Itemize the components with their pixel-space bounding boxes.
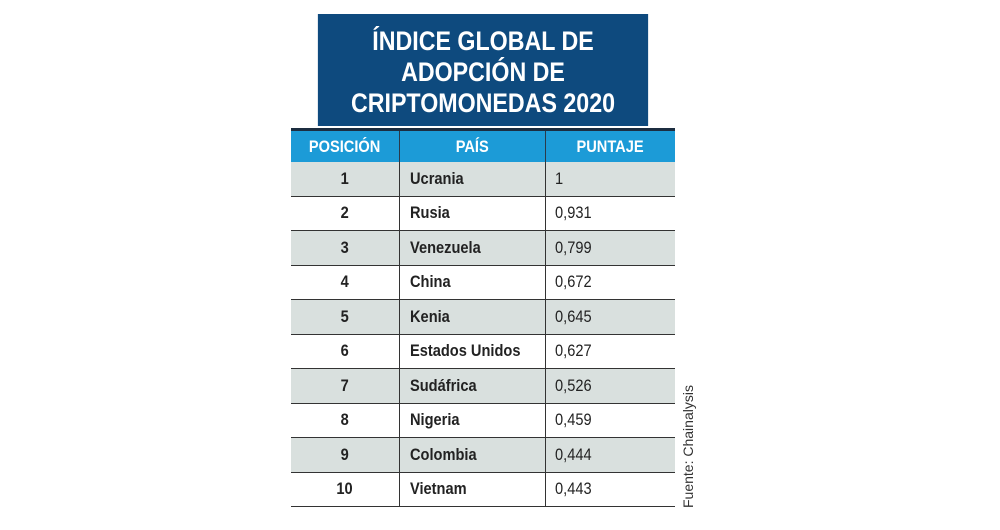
position-cell: 6 <box>291 334 399 369</box>
column-header-position: POSICIÓN <box>291 128 399 162</box>
table-row: 4 China 0,672 <box>291 265 675 300</box>
country-cell: Estados Unidos <box>398 334 545 369</box>
score-cell: 0,443 <box>544 472 675 507</box>
table-row: 7 Sudáfrica 0,526 <box>291 368 675 404</box>
column-header-score: PUNTAJE <box>544 128 675 162</box>
table-row: 3 Venezuela 0,799 <box>291 230 675 266</box>
position-cell: 9 <box>291 437 399 473</box>
position-cell: 7 <box>291 368 399 404</box>
header-row: POSICIÓN PAÍS PUNTAJE <box>291 128 675 162</box>
score-cell: 0,526 <box>544 368 675 404</box>
position-cell: 4 <box>291 265 399 300</box>
country-cell: Venezuela <box>398 230 545 266</box>
title-line: CRIPTOMONEDAS 2020 <box>350 87 616 118</box>
score-cell: 0,444 <box>544 437 675 473</box>
table-row: 8 Nigeria 0,459 <box>291 403 675 438</box>
score-cell: 0,645 <box>544 299 675 335</box>
position-cell: 1 <box>291 162 399 197</box>
table-row: 10 Vietnam 0,443 <box>291 472 675 507</box>
source-note: Fuente: Chainalysis <box>680 385 696 508</box>
table-row: 9 Colombia 0,444 <box>291 437 675 473</box>
table-row: 1 Ucrania 1 <box>291 162 675 197</box>
score-cell: 0,459 <box>544 403 675 438</box>
country-cell: Sudáfrica <box>398 368 545 404</box>
score-cell: 0,931 <box>544 196 675 231</box>
position-cell: 3 <box>291 230 399 266</box>
country-cell: Ucrania <box>398 162 545 197</box>
country-cell: Nigeria <box>398 403 545 438</box>
position-cell: 8 <box>291 403 399 438</box>
column-header-country: PAÍS <box>398 128 545 162</box>
position-cell: 2 <box>291 196 399 231</box>
country-cell: China <box>398 265 545 300</box>
table-row: 6 Estados Unidos 0,627 <box>291 334 675 369</box>
score-cell: 0,799 <box>544 230 675 266</box>
table-title: ÍNDICE GLOBAL DE ADOPCIÓN DE CRIPTOMONEDAS… <box>317 14 649 126</box>
country-cell: Colombia <box>398 437 545 473</box>
position-cell: 10 <box>291 472 399 507</box>
country-cell: Vietnam <box>398 472 545 507</box>
score-cell: 1 <box>544 162 675 197</box>
score-cell: 0,627 <box>544 334 675 369</box>
ranking-table: POSICIÓN PAÍS PUNTAJE 1 Ucrania 1 2 Rusia 0,9… <box>291 128 675 507</box>
table-row: 2 Rusia 0,931 <box>291 196 675 231</box>
country-cell: Kenia <box>398 299 545 335</box>
score-cell: 0,672 <box>544 265 675 300</box>
title-line: ÍNDICE GLOBAL DE <box>372 25 594 56</box>
title-line: ADOPCIÓN DE <box>401 56 565 87</box>
position-cell: 5 <box>291 299 399 335</box>
table-row: 5 Kenia 0,645 <box>291 299 675 335</box>
country-cell: Rusia <box>398 196 545 231</box>
